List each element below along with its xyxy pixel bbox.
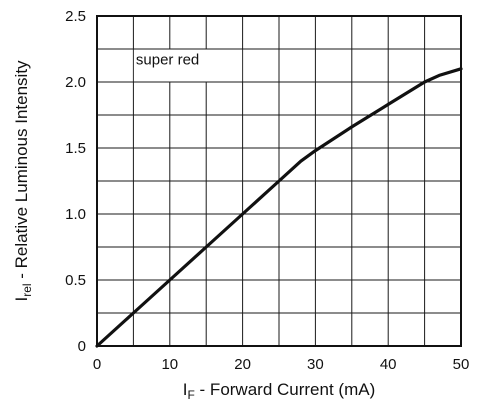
y-tick-label: 2.0	[65, 74, 86, 91]
x-tick-label: 0	[93, 356, 101, 373]
x-tick-label: 40	[380, 356, 397, 373]
x-axis-label: IF - Forward Current (mA)	[183, 380, 376, 402]
x-tick-label: 10	[161, 356, 178, 373]
y-tick-label: 1.0	[65, 206, 86, 223]
x-axis-label-rest: - Forward Current (mA)	[195, 380, 375, 399]
y-tick-label: 0	[78, 338, 86, 355]
y-axis-label-rest: - Relative Luminous Intensity	[12, 60, 31, 283]
y-tick-label: 2.5	[65, 8, 86, 25]
annotation-label: super red	[136, 52, 199, 69]
x-axis-label-sub: F	[187, 388, 194, 402]
x-tick-label: 50	[453, 356, 470, 373]
y-axis-label: Irel - Relative Luminous Intensity	[12, 60, 34, 302]
y-tick-label: 0.5	[65, 272, 86, 289]
tick-labels: 0 10 20 30 40 50 0 0.5 1.0 1.5 2.0 2.5	[65, 8, 469, 373]
y-axis-label-main: I	[12, 297, 31, 302]
annotation-box: super red	[133, 49, 243, 82]
y-axis-label-sub: rel	[20, 283, 34, 296]
y-tick-label: 1.5	[65, 140, 86, 157]
x-axis-label-main: I	[183, 380, 188, 399]
plot-frame	[96, 15, 462, 347]
x-tick-label: 30	[307, 356, 324, 373]
x-tick-label: 20	[234, 356, 251, 373]
series-line	[95, 67, 463, 348]
